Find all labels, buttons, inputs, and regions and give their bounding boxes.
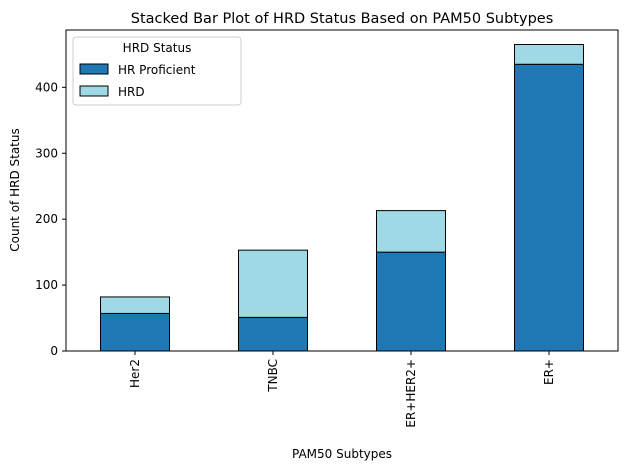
plot-frame xyxy=(65,29,619,352)
y-tick-label-200: 200 xyxy=(35,212,58,226)
legend: HRD Status HR Proficient HRD xyxy=(72,36,242,106)
legend-label-hrd: HRD xyxy=(118,85,145,99)
legend-title: HRD Status xyxy=(123,41,192,55)
x-tick-label-tnbc: TNBC xyxy=(266,359,280,393)
y-tick-label-0: 0 xyxy=(50,344,58,358)
x-axis: Her2 TNBC ER+HER2+ ER+ xyxy=(128,351,556,428)
bar-hr-proficient-her2 xyxy=(100,312,170,352)
x-tick-label-er-her2: ER+HER2+ xyxy=(404,359,418,428)
bar-hrd-er xyxy=(514,44,584,65)
bar-hr-proficient-tnbc xyxy=(238,316,308,352)
bar-hrd-er-her2 xyxy=(376,210,446,253)
chart-title: Stacked Bar Plot of HRD Status Based on … xyxy=(131,11,554,27)
plot-area xyxy=(100,44,584,352)
bar-hrd-her2 xyxy=(100,296,170,314)
legend-swatch-hrd xyxy=(79,85,109,97)
bar-hr-proficient-er xyxy=(514,63,584,352)
legend-swatch-hr-proficient xyxy=(79,63,109,75)
y-tick-label-300: 300 xyxy=(35,146,58,160)
y-axis: 0 100 200 300 400 xyxy=(35,80,66,358)
bar-hrd-tnbc xyxy=(238,249,308,318)
x-tick-label-er: ER+ xyxy=(542,359,556,385)
y-axis-label: Count of HRD Status xyxy=(8,128,22,252)
y-tick-label-400: 400 xyxy=(35,80,58,94)
x-axis-label: PAM50 Subtypes xyxy=(292,447,392,461)
legend-box xyxy=(72,36,242,106)
x-tick-label-her2: Her2 xyxy=(128,359,142,388)
legend-label-hr-proficient: HR Proficient xyxy=(118,63,196,77)
y-tick-label-100: 100 xyxy=(35,278,58,292)
bar-hr-proficient-er-her2 xyxy=(376,251,446,352)
